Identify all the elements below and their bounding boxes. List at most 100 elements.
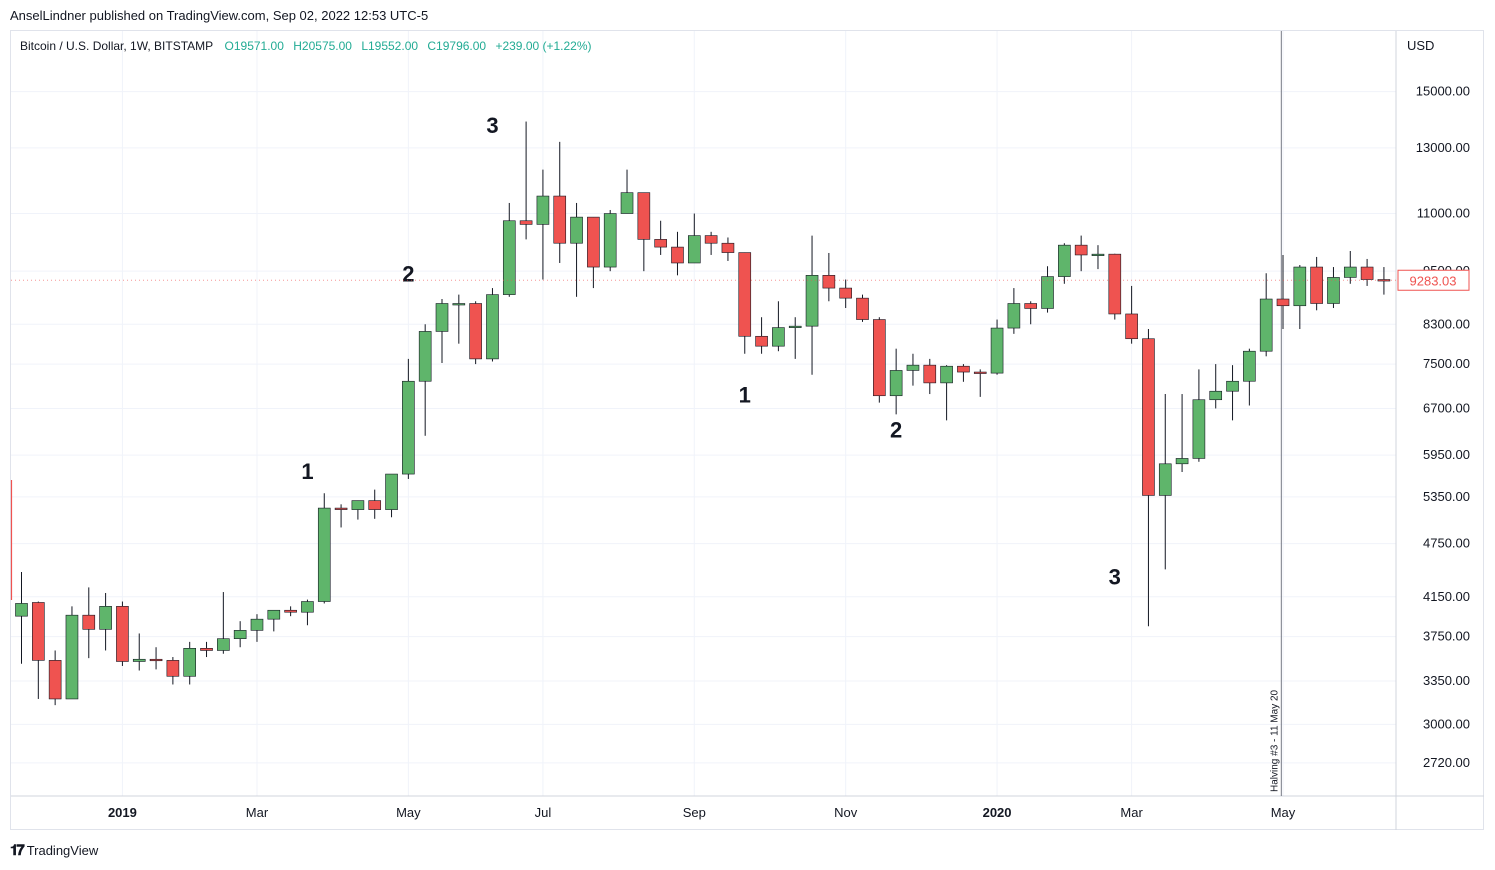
candle-body[interactable]: [805, 275, 819, 327]
legend-change: +239.00 (+1.22%): [495, 39, 592, 53]
candle-body[interactable]: [940, 365, 953, 384]
candle-body[interactable]: [250, 618, 264, 631]
candle-body[interactable]: [132, 658, 146, 662]
candle-body[interactable]: [351, 500, 365, 510]
candle-body[interactable]: [755, 335, 768, 347]
tradingview-logo-icon: 𝟏𝟕: [10, 842, 25, 859]
candle-body[interactable]: [1142, 338, 1155, 496]
candle-body[interactable]: [519, 220, 533, 225]
candle-body[interactable]: [654, 239, 667, 248]
candle-body[interactable]: [957, 365, 970, 373]
candle-body[interactable]: [1074, 244, 1088, 256]
candle-body[interactable]: [973, 371, 987, 374]
candle-body[interactable]: [603, 213, 617, 268]
candle-body[interactable]: [1310, 266, 1323, 304]
candle-body[interactable]: [570, 216, 583, 244]
candle-body[interactable]: [1209, 390, 1223, 401]
candle-body[interactable]: [738, 252, 752, 337]
candle-body[interactable]: [435, 303, 449, 332]
candle-body[interactable]: [856, 297, 869, 320]
candle-body[interactable]: [1058, 244, 1071, 277]
candle-body[interactable]: [116, 606, 129, 662]
candle-body[interactable]: [317, 507, 331, 602]
candle-body[interactable]: [368, 500, 382, 510]
candle-body[interactable]: [233, 630, 247, 640]
candle-body[interactable]: [99, 606, 112, 630]
candle-body[interactable]: [536, 195, 550, 225]
candle-body[interactable]: [1024, 303, 1037, 309]
candle-body[interactable]: [149, 658, 163, 662]
y-tick-label: 2720.00: [1423, 755, 1470, 770]
candle-body[interactable]: [301, 601, 314, 613]
tradingview-brand[interactable]: 𝟏𝟕 TradingView: [10, 842, 98, 859]
candle-body[interactable]: [1293, 266, 1307, 307]
candle-body[interactable]: [1175, 458, 1189, 465]
legend-symbol[interactable]: Bitcoin / U.S. Dollar, 1W, BITSTAMP: [20, 39, 214, 53]
candle-body[interactable]: [704, 235, 718, 244]
candle-body[interactable]: [217, 638, 230, 651]
candle-body[interactable]: [486, 294, 499, 360]
candle-body[interactable]: [1360, 266, 1374, 280]
candle-body[interactable]: [334, 507, 348, 510]
x-tick-label: Sep: [683, 805, 706, 820]
candle-body[interactable]: [1226, 380, 1239, 392]
candle-body[interactable]: [721, 242, 735, 253]
candle-body[interactable]: [402, 380, 415, 475]
candle-body[interactable]: [200, 648, 213, 651]
candle-body[interactable]: [15, 603, 28, 617]
candle-body[interactable]: [587, 216, 600, 268]
candle-body[interactable]: [284, 609, 297, 613]
legend-close: C19796.00: [427, 39, 487, 53]
y-tick-label: 11000.00: [1417, 206, 1470, 221]
candle-body[interactable]: [82, 614, 96, 630]
candle-body[interactable]: [1276, 298, 1290, 307]
candle-body[interactable]: [772, 327, 785, 347]
candle-body[interactable]: [637, 192, 651, 240]
candle-body[interactable]: [1108, 253, 1122, 315]
x-tick-label: 2019: [108, 805, 137, 820]
candle-body[interactable]: [418, 331, 432, 382]
candle-body[interactable]: [553, 195, 567, 244]
candle-body[interactable]: [385, 473, 398, 510]
candle-body[interactable]: [48, 660, 62, 700]
candle-body[interactable]: [839, 287, 852, 299]
y-tick-label: 13000.00: [1416, 140, 1470, 155]
candle-body[interactable]: [671, 246, 684, 264]
candle-body[interactable]: [1125, 313, 1138, 340]
candle-body[interactable]: [1243, 350, 1256, 382]
last-price-tag: [1397, 269, 1470, 291]
y-tick-label: 3350.00: [1423, 673, 1470, 688]
candle-body[interactable]: [1327, 277, 1340, 304]
y-tick-label: 4150.00: [1423, 589, 1470, 604]
candle-body[interactable]: [620, 192, 634, 214]
candle-body[interactable]: [923, 364, 937, 384]
candle-body[interactable]: [502, 220, 516, 295]
candle-body[interactable]: [1041, 276, 1054, 309]
candle-body[interactable]: [65, 614, 79, 700]
candle-body[interactable]: [788, 325, 802, 328]
candle-body[interactable]: [32, 602, 45, 661]
candle-body[interactable]: [469, 303, 482, 360]
candle-body[interactable]: [873, 319, 886, 397]
candle-body[interactable]: [1343, 266, 1357, 278]
candle-body[interactable]: [183, 648, 196, 677]
legend-high: H20575.00: [293, 39, 352, 53]
chart-frame: [10, 30, 1484, 830]
candle-body[interactable]: [822, 275, 836, 289]
candle-body[interactable]: [906, 364, 920, 371]
candle-body[interactable]: [1158, 463, 1172, 496]
candle-body[interactable]: [889, 370, 903, 397]
candle-body[interactable]: [267, 609, 281, 620]
wave-count-label: 1: [301, 459, 313, 484]
candle-body[interactable]: [1007, 303, 1021, 329]
wave-count-label: 3: [486, 113, 498, 138]
candle-body[interactable]: [990, 327, 1004, 374]
y-tick-label: 8300.00: [1423, 316, 1470, 331]
candle-body[interactable]: [687, 235, 701, 264]
candle-body[interactable]: [1259, 298, 1273, 352]
candle-body[interactable]: [1091, 253, 1105, 256]
candle-body[interactable]: [452, 303, 466, 306]
candle-body[interactable]: [166, 660, 180, 677]
candle-body[interactable]: [1192, 399, 1206, 459]
